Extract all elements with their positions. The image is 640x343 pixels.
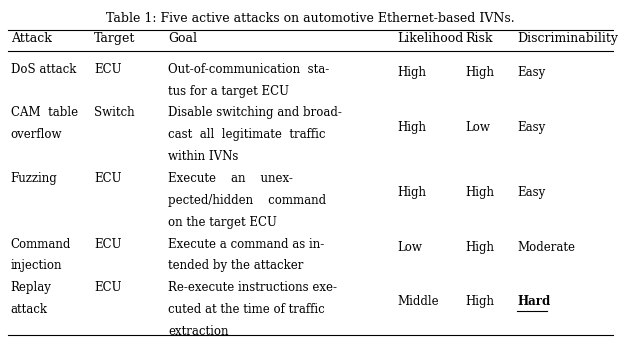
Text: Hard: Hard	[518, 295, 551, 308]
Text: High: High	[397, 66, 426, 79]
Text: Likelihood: Likelihood	[397, 32, 463, 45]
Text: Easy: Easy	[518, 186, 546, 199]
Text: within IVNs: within IVNs	[168, 150, 239, 163]
Text: attack: attack	[11, 303, 47, 316]
Text: cast  all  legitimate  traffic: cast all legitimate traffic	[168, 128, 326, 141]
Text: Middle: Middle	[397, 295, 438, 308]
Text: High: High	[465, 66, 494, 79]
Text: overflow: overflow	[11, 128, 62, 141]
Text: Risk: Risk	[465, 32, 492, 45]
Text: ECU: ECU	[94, 172, 122, 185]
Text: High: High	[465, 295, 494, 308]
Text: Re-execute instructions exe-: Re-execute instructions exe-	[168, 281, 337, 294]
Text: ECU: ECU	[94, 281, 122, 294]
Text: Easy: Easy	[518, 121, 546, 134]
Text: Disable switching and broad-: Disable switching and broad-	[168, 106, 342, 119]
Text: tus for a target ECU: tus for a target ECU	[168, 85, 289, 97]
Text: Target: Target	[94, 32, 136, 45]
Text: DoS attack: DoS attack	[11, 63, 76, 76]
Text: Discriminability: Discriminability	[518, 32, 618, 45]
Text: Table 1: Five active attacks on automotive Ethernet-based IVNs.: Table 1: Five active attacks on automoti…	[106, 12, 515, 25]
Text: Out-of-communication  sta-: Out-of-communication sta-	[168, 63, 330, 76]
Text: pected/hidden    command: pected/hidden command	[168, 194, 326, 207]
Text: High: High	[397, 121, 426, 134]
Text: on the target ECU: on the target ECU	[168, 216, 277, 229]
Text: Replay: Replay	[11, 281, 52, 294]
Text: High: High	[465, 241, 494, 254]
Text: Goal: Goal	[168, 32, 197, 45]
Text: cuted at the time of traffic: cuted at the time of traffic	[168, 303, 325, 316]
Text: Low: Low	[397, 241, 422, 254]
Text: CAM  table: CAM table	[11, 106, 78, 119]
Text: Switch: Switch	[94, 106, 135, 119]
Text: Fuzzing: Fuzzing	[11, 172, 58, 185]
Text: Command: Command	[11, 237, 71, 250]
Text: High: High	[465, 186, 494, 199]
Text: extraction: extraction	[168, 325, 228, 338]
Text: ECU: ECU	[94, 237, 122, 250]
Text: Moderate: Moderate	[518, 241, 575, 254]
Text: Attack: Attack	[11, 32, 52, 45]
Text: Execute    an    unex-: Execute an unex-	[168, 172, 293, 185]
Text: Easy: Easy	[518, 66, 546, 79]
Text: Low: Low	[465, 121, 490, 134]
Text: injection: injection	[11, 259, 62, 272]
Text: ECU: ECU	[94, 63, 122, 76]
Text: High: High	[397, 186, 426, 199]
Text: tended by the attacker: tended by the attacker	[168, 259, 303, 272]
Text: Execute a command as in-: Execute a command as in-	[168, 237, 324, 250]
